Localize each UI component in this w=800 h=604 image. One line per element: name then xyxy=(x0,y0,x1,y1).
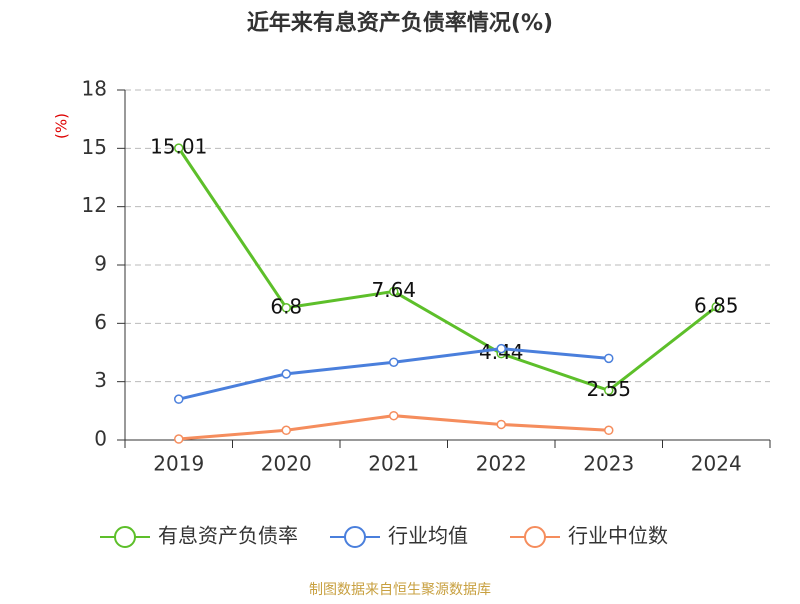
data-label: 6.85 xyxy=(694,293,739,317)
data-label: 15.01 xyxy=(150,135,207,159)
data-label: 7.64 xyxy=(371,278,416,302)
chart-title: 近年来有息资产负债率情况(%) xyxy=(247,10,553,36)
data-label: 6.8 xyxy=(270,294,302,318)
x-tick-label: 2021 xyxy=(368,452,419,476)
x-tick-label: 2022 xyxy=(476,452,527,476)
y-tick-label: 6 xyxy=(94,310,107,334)
y-axis-label: (%) xyxy=(53,113,71,139)
data-point xyxy=(174,394,184,404)
data-point xyxy=(389,410,399,421)
source-note: 制图数据来自恒生聚源数据库 xyxy=(309,582,491,598)
data-point xyxy=(281,369,291,379)
data-point xyxy=(389,286,399,297)
y-tick-label: 3 xyxy=(94,368,107,392)
legend-marker xyxy=(344,526,366,548)
x-tick-label: 2020 xyxy=(261,452,312,476)
data-point xyxy=(174,434,184,444)
data-point xyxy=(496,419,506,430)
y-tick-label: 15 xyxy=(82,135,107,159)
x-tick-label: 2024 xyxy=(691,452,742,476)
data-point xyxy=(604,353,614,364)
data-point xyxy=(604,425,614,436)
y-tick-label: 18 xyxy=(82,77,107,101)
y-tick-label: 12 xyxy=(82,193,107,217)
x-tick-label: 2023 xyxy=(583,452,634,476)
data-point xyxy=(711,302,721,312)
data-point xyxy=(496,343,506,354)
legend-label: 行业均值 xyxy=(388,524,468,548)
data-point xyxy=(604,385,614,396)
data-point xyxy=(281,303,291,313)
data-point xyxy=(174,143,184,153)
x-tick-label: 2019 xyxy=(153,452,204,476)
legend-marker xyxy=(114,526,136,548)
data-point xyxy=(281,425,291,436)
data-label: 2.55 xyxy=(586,377,631,401)
legend-label: 有息资产负债率 xyxy=(158,524,298,548)
legend-label: 行业中位数 xyxy=(568,524,668,548)
series-line xyxy=(178,347,609,401)
series-line xyxy=(177,147,718,393)
data-point xyxy=(389,357,399,367)
y-tick-label: 9 xyxy=(94,252,107,276)
y-tick-label: 0 xyxy=(94,427,107,451)
legend-marker xyxy=(524,526,546,548)
